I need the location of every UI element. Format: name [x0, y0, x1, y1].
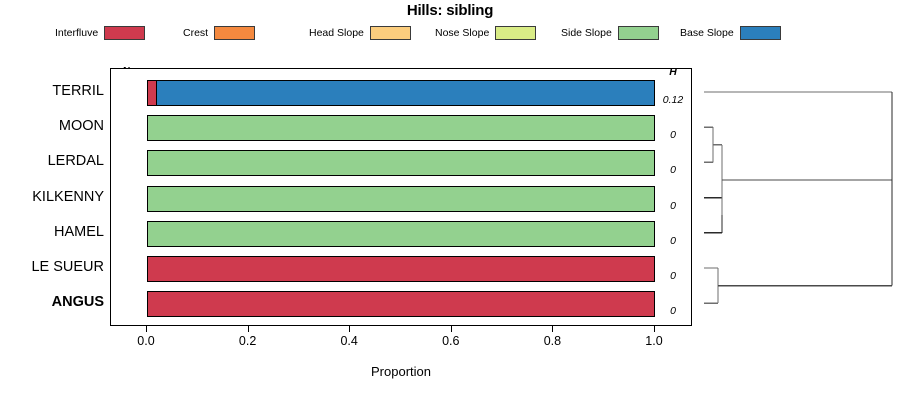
y-axis-label-angus: ANGUS — [51, 294, 104, 311]
bar-track — [147, 115, 655, 142]
h-column: H 0.12 0 0 0 0 0 0 — [654, 66, 694, 326]
h-column-header: H — [669, 66, 677, 78]
h-value: 0 — [670, 270, 676, 282]
y-axis-label-lerdal: LERDAL — [47, 153, 104, 170]
bar-track — [147, 256, 655, 282]
x-axis-tick-mark — [450, 326, 452, 332]
bar-segment-interfluve — [148, 292, 654, 317]
legend: Interfluve Crest Head Slope Nose Slope Side … — [55, 24, 845, 42]
legend-item-base-slope[interactable]: Base Slope — [680, 24, 781, 42]
x-axis-tick-label: 0.4 — [340, 334, 358, 348]
bar-segment-side-slope — [148, 116, 654, 141]
x-axis-tick-mark — [552, 326, 554, 332]
legend-item-head-slope[interactable]: Head Slope — [309, 24, 411, 42]
y-axis-labels: TERRIL MOON LERDAL KILKENNY HAMEL LE SUEUR ANG… — [0, 68, 104, 326]
bar-row[interactable] — [147, 80, 655, 106]
legend-item-nose-slope[interactable]: Nose Slope — [435, 24, 537, 42]
legend-item-label: Interfluve — [55, 27, 99, 39]
x-axis-tick-label: 0.8 — [543, 334, 562, 348]
h-value: 0 — [670, 305, 676, 318]
legend-item-label: Side Slope — [561, 27, 612, 39]
x-axis-tick-label: 0.0 — [137, 334, 155, 348]
bar-segment-interfluve — [148, 81, 157, 105]
legend-item-interfluve[interactable]: Interfluve — [55, 24, 146, 42]
legend-swatch-icon — [214, 26, 256, 40]
bar-row[interactable] — [147, 115, 655, 142]
x-axis-tick-mark — [654, 326, 655, 332]
x-axis-tick-mark — [146, 326, 147, 332]
bar-track — [147, 185, 655, 212]
legend-item-side-slope[interactable]: Side Slope — [561, 24, 659, 42]
y-axis-label-kilkenny: KILKENNY — [32, 188, 104, 205]
page-title: Hills: sibling — [406, 2, 494, 19]
bar-segment-base-slope — [156, 81, 654, 105]
bar-segment-side-slope — [148, 151, 654, 176]
legend-swatch-icon — [739, 26, 781, 40]
bar-track — [147, 220, 655, 247]
bar-segment-side-slope — [148, 221, 654, 246]
legend-item-label: Head Slope — [309, 27, 364, 39]
x-axis-tick-label: 0.2 — [238, 334, 257, 348]
y-axis-label-hamel: HAMEL — [54, 223, 104, 240]
bar-track — [147, 80, 655, 106]
x-axis: 0.0 0.2 0.4 0.6 0.8 1.0 — [110, 326, 692, 366]
bar-row[interactable] — [147, 185, 655, 212]
legend-item-label: Base Slope — [680, 27, 734, 39]
bar-plot-panel — [110, 68, 692, 326]
x-axis-tick-mark — [349, 326, 351, 332]
legend-swatch-icon — [369, 26, 411, 40]
y-axis-label-moon: MOON — [58, 118, 104, 135]
x-axis-tick-mark — [247, 326, 249, 332]
legend-item-label: Crest — [183, 27, 209, 39]
bar-row[interactable] — [147, 220, 655, 247]
h-value: 0 — [670, 129, 676, 142]
h-value: 0 — [670, 234, 676, 247]
bar-row[interactable] — [147, 291, 655, 318]
legend-swatch-icon — [495, 26, 537, 40]
dendrogram — [698, 68, 900, 326]
dendrogram-svg — [704, 91, 893, 304]
x-axis-tick-label: 1.0 — [645, 334, 663, 348]
bar-row[interactable] — [147, 150, 655, 177]
legend-swatch-icon — [617, 26, 659, 40]
legend-swatch-icon — [104, 26, 146, 40]
h-value: 0 — [670, 199, 676, 212]
legend-item-label: Nose Slope — [435, 27, 490, 39]
bar-segment-interfluve — [148, 257, 654, 281]
bar-track — [147, 291, 655, 318]
h-value: 0 — [670, 164, 676, 177]
bar-row[interactable] — [147, 256, 655, 282]
x-axis-tick-label: 0.6 — [442, 334, 460, 348]
y-axis-label-le-sueur: LE SUEUR — [31, 259, 104, 275]
y-axis-label-terril: TERRIL — [52, 83, 104, 99]
bar-segment-side-slope — [148, 186, 654, 211]
bar-track — [147, 150, 655, 177]
h-value: 0.12 — [662, 94, 684, 106]
x-axis-title: Proportion — [371, 364, 431, 379]
legend-item-crest[interactable]: Crest — [183, 24, 256, 42]
